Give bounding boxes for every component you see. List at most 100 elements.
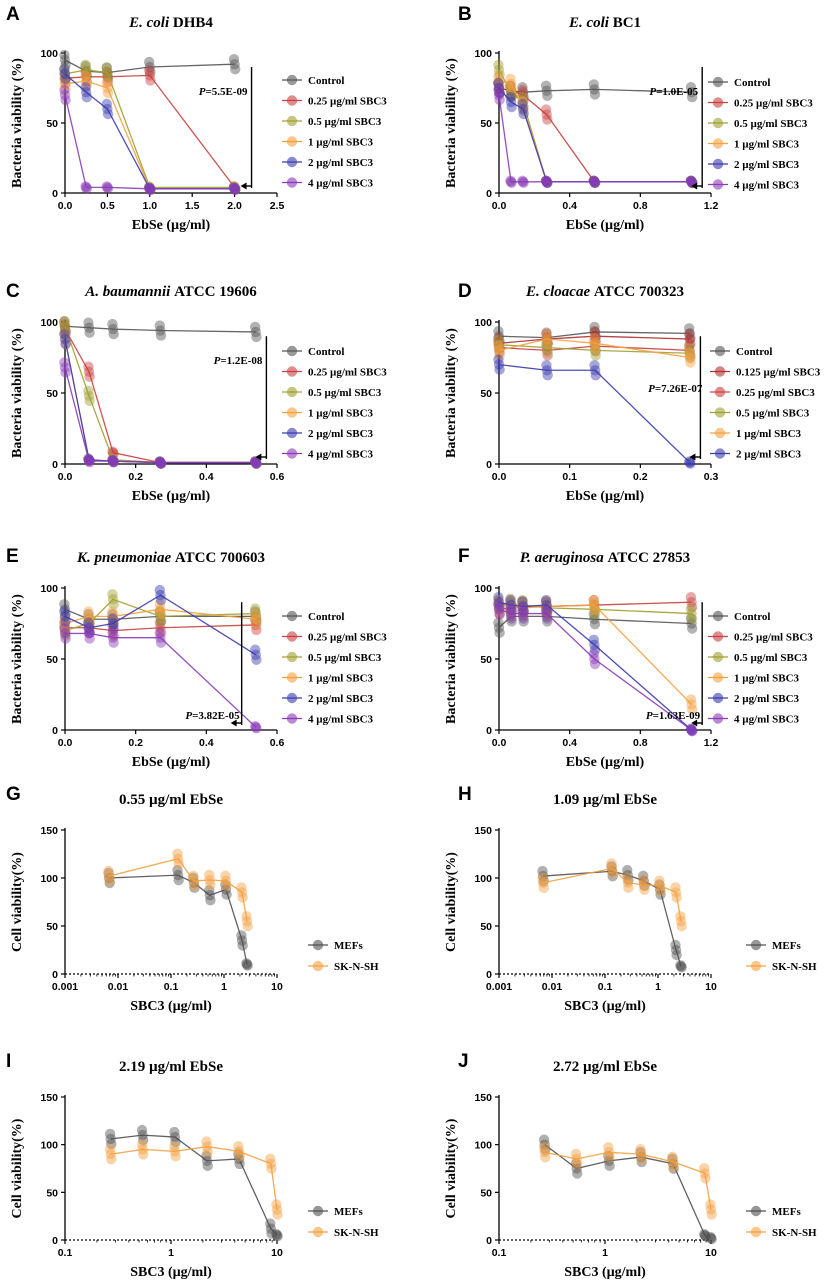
data-point: [588, 609, 599, 620]
data-point: [494, 94, 505, 106]
data-point: [265, 1153, 276, 1164]
data-point: [59, 599, 70, 610]
data-point: [654, 875, 665, 886]
series-1-g-ml-sbc3: [493, 328, 696, 368]
y-axis-label: Cell viability(%): [10, 852, 25, 952]
legend-label: 4 µg/ml SBC3: [308, 449, 374, 461]
x-axis-label: EbSe (µg/ml): [132, 755, 211, 770]
data-point: [494, 350, 505, 361]
data-point: [250, 456, 261, 467]
data-point: [518, 177, 529, 188]
x-axis-label: EbSe (µg/ml): [566, 755, 645, 770]
data-point: [517, 84, 528, 96]
data-point: [542, 604, 553, 616]
series-0-5-g-ml-sbc3: [59, 316, 262, 469]
legend-marker: [750, 1226, 762, 1238]
legend-marker: [286, 610, 298, 622]
data-point: [60, 83, 71, 95]
data-point: [493, 331, 505, 342]
data-point: [517, 594, 528, 606]
data-point: [494, 69, 505, 81]
legend-label: 0.25 µg/ml SBC3: [308, 632, 387, 644]
y-tick-label: 50: [46, 388, 58, 400]
data-point: [589, 176, 600, 187]
data-point: [686, 92, 698, 103]
legend-marker: [286, 366, 298, 377]
data-point: [204, 869, 215, 881]
data-point: [517, 603, 528, 614]
data-point: [220, 870, 231, 882]
data-point: [540, 603, 552, 614]
legend-label: 0.5 µg/ml SBC3: [308, 116, 382, 128]
data-point: [589, 177, 601, 188]
data-point: [250, 609, 261, 620]
data-point: [271, 1204, 283, 1215]
data-point: [145, 66, 156, 78]
data-point: [107, 446, 118, 457]
y-tick-label: 0: [52, 459, 58, 471]
data-point: [685, 603, 697, 614]
data-point: [229, 182, 240, 193]
data-point: [236, 930, 247, 941]
x-axis-label: EbSe (µg/ml): [566, 489, 645, 504]
data-point: [537, 870, 549, 882]
data-point: [102, 183, 114, 194]
data-point: [540, 594, 552, 606]
data-point: [506, 177, 517, 188]
data-point: [537, 872, 548, 883]
data-point: [84, 627, 95, 638]
data-point: [250, 649, 261, 660]
x-tick-label: 1: [168, 1247, 174, 1259]
data-point: [155, 616, 167, 627]
chart-panel-I: I 2.19 µg/ml EbSe 0 50 100 150 0.1 1 10 SBC3 (µg/…: [6, 1051, 379, 1280]
legend-marker: [286, 631, 298, 642]
data-point: [154, 606, 165, 617]
legend-label: 0.5 µg/ml SBC3: [734, 118, 808, 130]
data-point: [241, 911, 252, 922]
x-tick-label: 0.6: [270, 471, 285, 483]
data-point: [250, 456, 261, 467]
data-point: [675, 911, 686, 922]
data-point: [589, 614, 600, 625]
data-point: [505, 73, 516, 85]
data-point: [604, 1160, 615, 1172]
legend-item: Control: [282, 345, 344, 358]
y-axis-label: Bacteria viability (%): [10, 58, 25, 188]
data-point: [107, 611, 119, 622]
data-point: [622, 864, 633, 876]
series-line: [110, 1134, 278, 1236]
legend-item: 4 µg/ml SBC3: [708, 713, 800, 726]
data-point: [517, 101, 529, 112]
x-tick-label: 0.1: [58, 1247, 73, 1259]
data-point: [59, 78, 71, 90]
data-point: [250, 614, 261, 626]
data-point: [542, 613, 553, 624]
data-point: [505, 175, 516, 186]
data-point: [588, 175, 599, 186]
data-point: [59, 54, 71, 66]
data-point: [59, 318, 70, 330]
data-point: [271, 1230, 283, 1241]
chart-title: A. baumannii ATCC 19606: [84, 284, 257, 300]
data-point: [589, 609, 601, 620]
data-point: [540, 80, 552, 92]
data-point: [81, 71, 92, 83]
data-point: [144, 65, 155, 76]
data-point: [221, 880, 232, 892]
data-point: [684, 340, 695, 351]
data-point: [705, 1231, 716, 1243]
x-tick-label: 0.0: [492, 737, 507, 749]
legend-item: MEFs: [746, 939, 801, 952]
legend-label: 0.25 µg/ml SBC3: [736, 387, 815, 399]
data-point: [706, 1233, 717, 1245]
x-axis-label: SBC3 (µg/ml): [130, 999, 212, 1014]
y-axis-label: Cell viability(%): [10, 1118, 25, 1218]
data-point: [686, 725, 698, 737]
series-0-125-g-ml-sbc3: [493, 326, 696, 354]
legend: Control 0.125 µg/ml SBC3 0.25 µg/ml SBC3 0.…: [710, 345, 821, 461]
x-tick-label: 0.0: [58, 737, 73, 749]
data-point: [104, 1144, 116, 1155]
x-tick-label: 0.0: [492, 471, 507, 483]
data-point: [589, 365, 601, 376]
data-point: [189, 882, 200, 893]
